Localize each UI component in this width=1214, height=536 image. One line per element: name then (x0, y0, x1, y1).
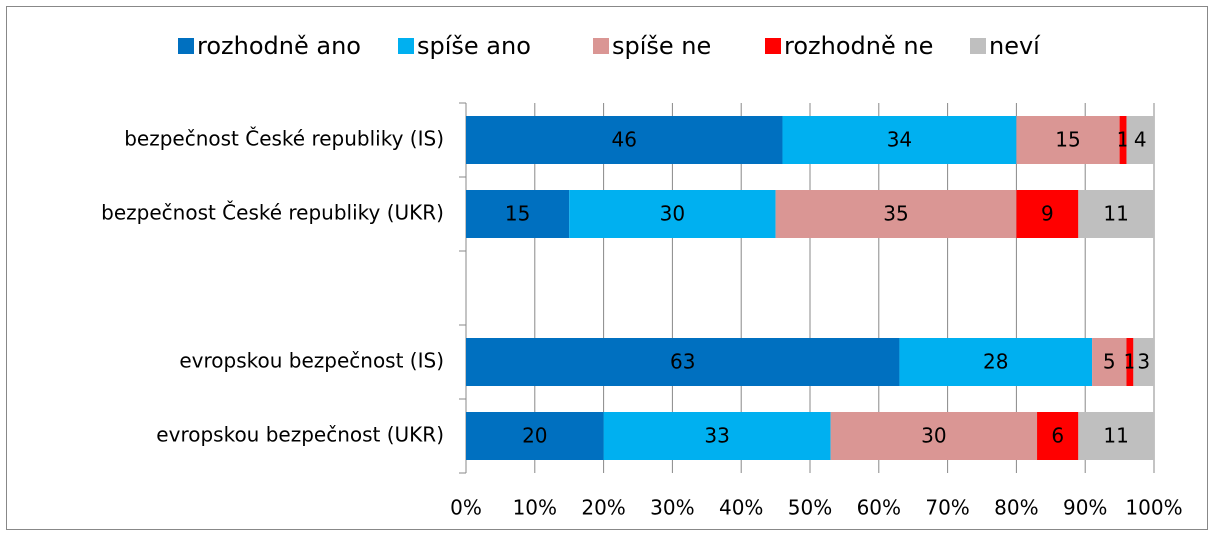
x-tick-label: 60% (857, 496, 901, 520)
y-tick-label: evropskou bezpečnost (IS) (179, 349, 444, 373)
bar-segment (1078, 190, 1154, 238)
bar-segment (1078, 412, 1154, 460)
x-tick-label: 10% (513, 496, 557, 520)
legend-label: rozhodně ano (197, 32, 361, 60)
legend-label: rozhodně ne (784, 32, 933, 60)
legend-swatch (398, 38, 414, 54)
data-label: 1 (1124, 350, 1137, 374)
legend-label: spíše ne (612, 32, 711, 60)
data-label: 15 (1055, 128, 1080, 152)
data-label: 28 (983, 350, 1008, 374)
data-label: 35 (883, 202, 908, 226)
data-label: 15 (505, 202, 530, 226)
bar-segment (1016, 116, 1120, 164)
data-label: 63 (670, 350, 695, 374)
x-tick-label: 90% (1063, 496, 1107, 520)
x-tick-label: 30% (650, 496, 694, 520)
bar-segment (782, 116, 1017, 164)
x-tick-label: 50% (788, 496, 832, 520)
data-label: 4 (1134, 128, 1147, 152)
bar-segment (1037, 412, 1079, 460)
bar-segment (775, 190, 1017, 238)
legend-label: neví (989, 32, 1041, 60)
bar-segment (603, 412, 831, 460)
legend-swatch (593, 38, 609, 54)
x-tick-label: 0% (450, 496, 482, 520)
bar-segment (466, 412, 604, 460)
bar-segment (1092, 338, 1127, 386)
data-label: 11 (1103, 424, 1128, 448)
data-label: 30 (660, 202, 685, 226)
bar-segment (1126, 116, 1154, 164)
data-label: 46 (612, 128, 637, 152)
y-tick-label: bezpečnost České republiky (UKR) (101, 201, 444, 225)
bar-segment (466, 338, 900, 386)
data-label: 30 (921, 424, 946, 448)
data-label: 20 (522, 424, 547, 448)
x-tick-label: 100% (1125, 496, 1182, 520)
bar-segment (830, 412, 1038, 460)
bar-segment (899, 338, 1093, 386)
bar-segment (466, 116, 783, 164)
data-label: 34 (887, 128, 912, 152)
data-label: 11 (1103, 202, 1128, 226)
data-label: 3 (1137, 350, 1150, 374)
legend-swatch (765, 38, 781, 54)
bar-segment (1133, 338, 1154, 386)
legend-swatch (970, 38, 986, 54)
y-tick-label: evropskou bezpečnost (UKR) (156, 423, 444, 447)
data-label: 33 (704, 424, 729, 448)
x-tick-label: 20% (581, 496, 625, 520)
data-label: 5 (1103, 350, 1116, 374)
data-label: 6 (1051, 424, 1064, 448)
bar-segment (1119, 116, 1127, 164)
legend-swatch (178, 38, 194, 54)
x-tick-label: 70% (925, 496, 969, 520)
data-label: 1 (1117, 128, 1130, 152)
x-tick-label: 80% (994, 496, 1038, 520)
x-tick-label: 40% (719, 496, 763, 520)
y-tick-label: bezpečnost České republiky (IS) (124, 127, 444, 151)
bar-segment (1126, 338, 1134, 386)
bar-segment (466, 190, 570, 238)
bar-segment (569, 190, 776, 238)
legend-label: spíše ano (417, 32, 531, 60)
data-label: 9 (1041, 202, 1054, 226)
bar-segment (1016, 190, 1079, 238)
